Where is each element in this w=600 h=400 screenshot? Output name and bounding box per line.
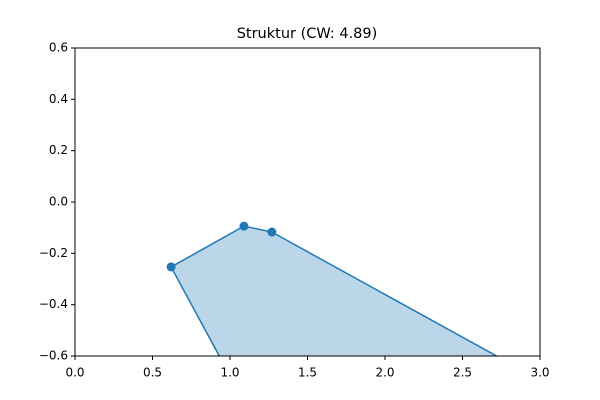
y-tick-label: −0.6 — [39, 349, 68, 363]
y-tick-label: 0.2 — [49, 143, 68, 157]
vertex-marker — [239, 221, 249, 231]
x-tick-label: 0.5 — [143, 366, 162, 380]
polygon-fill — [170, 225, 499, 356]
vertex-marker — [267, 227, 277, 237]
x-tick-label: 1.5 — [298, 366, 317, 380]
x-tick-label: 3.0 — [530, 366, 549, 380]
y-tick-label: 0.4 — [49, 92, 68, 106]
y-tick-label: 0.6 — [49, 41, 68, 55]
y-tick-label: −0.4 — [39, 297, 68, 311]
x-tick-label: 1.0 — [220, 366, 239, 380]
x-tick-label: 0.0 — [65, 366, 84, 380]
y-tick-label: −0.2 — [39, 246, 68, 260]
chart-title: Struktur (CW: 4.89) — [237, 26, 378, 42]
vertex-marker — [166, 262, 176, 272]
x-tick-label: 2.0 — [375, 366, 394, 380]
plot-area — [166, 221, 499, 356]
y-tick-label: 0.0 — [49, 195, 68, 209]
x-tick-label: 2.5 — [453, 366, 472, 380]
